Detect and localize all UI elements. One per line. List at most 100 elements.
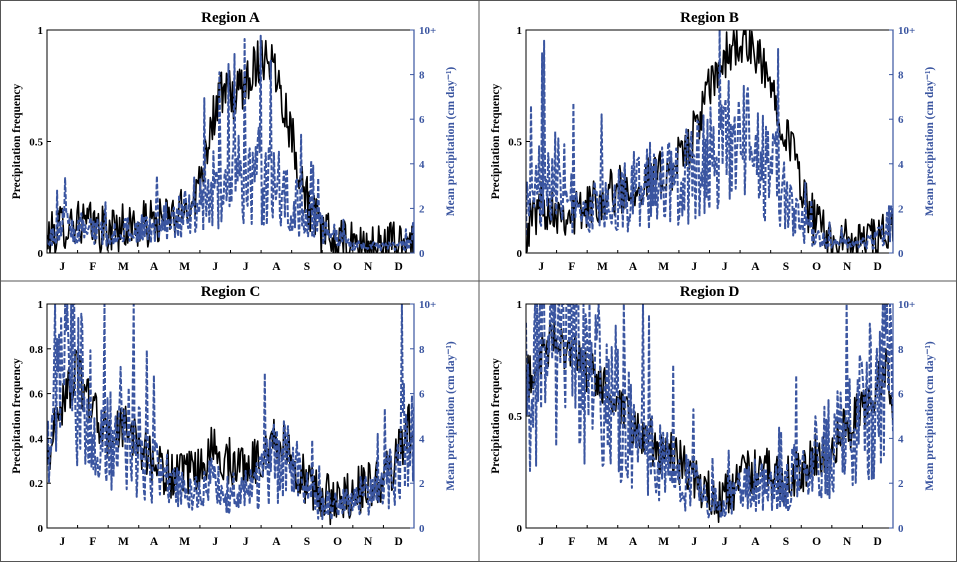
month-label: A — [629, 261, 638, 273]
left-tick-label: 0.8 — [29, 344, 43, 356]
month-label: J — [538, 536, 544, 548]
mean-precipitation-line — [526, 304, 893, 520]
month-label: J — [59, 261, 65, 273]
left-axis-label: Precipitation frequency — [11, 358, 23, 474]
month-label: J — [212, 261, 218, 273]
month-label: D — [874, 261, 882, 273]
mean-precipitation-line — [526, 30, 893, 250]
chart-title: Region C — [201, 284, 261, 300]
month-label: A — [751, 536, 760, 548]
month-label: F — [568, 536, 575, 548]
left-tick-label: 0.5 — [508, 411, 522, 423]
month-label: J — [212, 536, 218, 548]
left-tick-label: 0 — [38, 523, 44, 535]
month-label: F — [89, 261, 96, 273]
left-tick-label: 0.4 — [29, 433, 43, 445]
right-tick-label: 2 — [898, 203, 904, 215]
month-label: J — [243, 536, 249, 548]
month-label: J — [691, 536, 697, 548]
right-tick-label: 8 — [419, 70, 425, 82]
series-group — [526, 30, 893, 253]
left-tick-label: 0.5 — [29, 137, 43, 149]
left-tick-label: 0.2 — [29, 478, 43, 490]
month-label: N — [843, 536, 852, 548]
month-label: A — [751, 261, 760, 273]
right-tick-label: 2 — [898, 478, 904, 490]
left-tick-label: 0 — [517, 523, 523, 535]
month-label: A — [272, 536, 281, 548]
left-tick-label: 0 — [38, 248, 44, 260]
left-tick-label: 1 — [38, 25, 44, 37]
right-tick-label: 10+ — [898, 299, 915, 311]
right-tick-label: 0 — [898, 523, 904, 535]
right-tick-label: 0 — [419, 248, 425, 260]
panel-region-b: Region B 0 0.5 1 0 2 4 6 8 10+ J F M A M J J A S O N D Precipi… — [490, 10, 936, 273]
right-tick-label: 0 — [898, 248, 904, 260]
month-label: S — [304, 261, 310, 273]
left-tick-label: 1 — [517, 299, 523, 311]
right-tick-label: 4 — [898, 159, 904, 171]
month-label: M — [179, 261, 190, 273]
month-label: M — [658, 261, 669, 273]
left-axis-label: Precipitation frequency — [11, 83, 23, 199]
month-label: F — [89, 536, 96, 548]
right-tick-label: 4 — [419, 433, 425, 445]
right-tick-label: 6 — [898, 389, 904, 401]
month-label: D — [395, 261, 403, 273]
month-label: J — [722, 261, 728, 273]
month-label: M — [658, 536, 669, 548]
series-group — [47, 304, 414, 526]
month-label: N — [364, 536, 373, 548]
left-tick-label: 1 — [517, 25, 523, 37]
month-label: O — [333, 261, 342, 273]
chart-title: Region B — [680, 10, 739, 26]
month-label: A — [272, 261, 281, 273]
month-label: M — [118, 536, 129, 548]
right-tick-label: 4 — [898, 433, 904, 445]
month-label: M — [179, 536, 190, 548]
panel-region-d: Region D 0 0.5 1 0 2 4 6 8 10+ J F M A M J J A S O N D Precipi… — [490, 284, 936, 548]
month-label: J — [59, 536, 65, 548]
right-tick-label: 4 — [419, 159, 425, 171]
panel-region-c: Region C 0 0.2 0.4 0.6 0.8 1 0 2 4 6 8 10+ J F M A M J J A S O… — [11, 284, 457, 548]
right-tick-label: 2 — [419, 203, 425, 215]
right-tick-label: 2 — [419, 478, 425, 490]
series-group — [526, 304, 893, 524]
month-label: O — [812, 536, 821, 548]
month-label: F — [568, 261, 575, 273]
month-label: M — [118, 261, 129, 273]
month-label: D — [395, 536, 403, 548]
left-axis-label: Precipitation frequency — [490, 358, 502, 474]
month-label: S — [783, 536, 789, 548]
month-label: O — [812, 261, 821, 273]
right-tick-label: 10+ — [419, 25, 436, 37]
month-label: N — [843, 261, 852, 273]
right-tick-label: 10+ — [419, 299, 436, 311]
month-label: D — [874, 536, 882, 548]
month-label: S — [783, 261, 789, 273]
series-group — [47, 34, 414, 253]
month-label: A — [150, 261, 159, 273]
mean-precipitation-line — [47, 304, 414, 521]
month-label: J — [243, 261, 249, 273]
month-label: A — [629, 536, 638, 548]
right-tick-label: 0 — [419, 523, 425, 535]
right-tick-label: 8 — [898, 70, 904, 82]
chart-title: Region D — [680, 284, 740, 300]
left-tick-label: 0.6 — [29, 389, 43, 401]
right-axis-label: Mean precipitation (cm day⁻¹) — [924, 67, 936, 217]
right-tick-label: 6 — [419, 114, 425, 126]
month-label: A — [150, 536, 159, 548]
right-tick-label: 6 — [419, 389, 425, 401]
month-label: J — [538, 261, 544, 273]
right-tick-label: 6 — [898, 114, 904, 126]
left-tick-label: 0.5 — [508, 137, 522, 149]
right-axis-label: Mean precipitation (cm day⁻¹) — [445, 67, 457, 217]
right-tick-label: 10+ — [898, 25, 915, 37]
month-label: N — [364, 261, 373, 273]
precipitation-frequency-line — [526, 30, 893, 253]
right-tick-label: 8 — [898, 344, 904, 356]
mean-precipitation-line — [47, 34, 414, 252]
left-tick-label: 1 — [38, 299, 44, 311]
